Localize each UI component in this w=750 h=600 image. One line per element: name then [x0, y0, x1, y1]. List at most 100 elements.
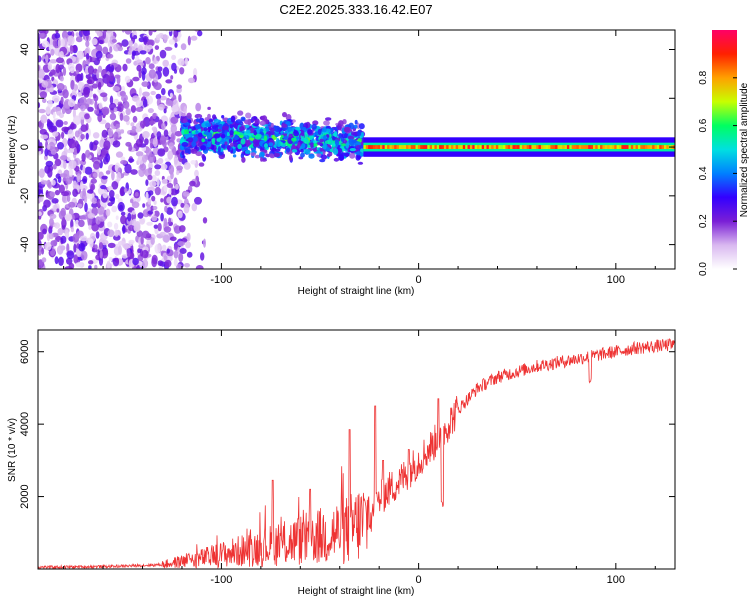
heatmap-cell — [240, 116, 246, 121]
narrowband-core — [394, 145, 397, 149]
heatmap-cell — [226, 132, 230, 137]
narrowband-core — [659, 145, 662, 149]
narrowband-core — [434, 145, 437, 149]
heatmap-cell — [127, 51, 132, 55]
heatmap-cell — [44, 148, 49, 157]
narrowband-core — [628, 145, 632, 149]
heatmap-cell — [201, 138, 205, 143]
heatmap-cell — [177, 246, 181, 254]
narrowband-core — [453, 145, 456, 149]
heatmap-cell — [191, 203, 198, 212]
heatmap-cell — [177, 58, 185, 66]
heatmap-cell — [145, 191, 149, 201]
narrowband-core — [633, 145, 636, 149]
heatmap-cell — [102, 46, 109, 55]
heatmap-cell — [40, 114, 48, 124]
narrowband-core — [661, 145, 665, 149]
heatmap-cell — [167, 150, 174, 160]
heatmap-cell — [112, 140, 121, 148]
heatmap-cell — [239, 126, 245, 132]
heatmap-cell — [254, 154, 261, 159]
heatmap-cell — [97, 65, 103, 73]
heatmap-cell — [155, 93, 162, 100]
heatmap-cell — [265, 128, 270, 132]
heatmap-cell — [60, 96, 64, 105]
heatmap-cell — [67, 31, 72, 36]
heatmap-cell — [354, 119, 358, 125]
heatmap-cell — [97, 81, 102, 90]
heatmap-cell — [213, 133, 221, 139]
heatmap-cell — [148, 69, 157, 79]
heatmap-cell — [156, 131, 162, 140]
heatmap-cell — [67, 35, 75, 46]
narrowband-core — [380, 145, 383, 149]
heatmap-cell — [169, 236, 177, 242]
heatmap-cell — [92, 93, 97, 99]
heatmap-cell — [152, 112, 157, 120]
heatmap-cell — [95, 231, 100, 239]
heatmap-cell — [178, 252, 184, 263]
heatmap-cell — [319, 138, 324, 143]
heatmap-cell — [123, 188, 128, 193]
heatmap-cell — [151, 195, 156, 202]
heatmap-cell — [66, 156, 71, 162]
heatmap-cell — [151, 174, 157, 183]
heatmap-cell — [120, 129, 125, 134]
heatmap-cell — [333, 157, 340, 162]
heatmap-cell — [121, 39, 129, 47]
heatmap-cell — [186, 251, 193, 258]
heatmap-cell — [45, 54, 49, 63]
heatmap-cell — [260, 156, 263, 162]
heatmap-cell — [256, 128, 260, 133]
heatmap-cell — [92, 132, 100, 139]
heatmap-cell — [49, 217, 54, 227]
heatmap-cell — [50, 69, 56, 76]
heatmap-cell — [106, 76, 110, 83]
heatmap-cell — [44, 165, 51, 174]
heatmap-cell — [157, 157, 164, 165]
heatmap-cell — [232, 154, 237, 158]
heatmap-cell — [59, 173, 68, 178]
x-tick-label: 0 — [416, 574, 422, 586]
heatmap-cell — [118, 245, 122, 255]
heatmap-cell — [245, 112, 252, 119]
heatmap-cell — [142, 23, 148, 29]
heatmap-cell — [78, 82, 85, 87]
heatmap-cell — [259, 120, 266, 126]
heatmap-cell — [55, 173, 61, 179]
heatmap-cell — [148, 190, 154, 196]
x-tick-label: 100 — [607, 274, 625, 286]
heatmap-cell — [111, 181, 119, 190]
heatmap-cell — [117, 103, 124, 113]
narrowband-core — [519, 145, 523, 149]
heatmap-cell — [120, 215, 127, 225]
heatmap-cell — [149, 120, 156, 125]
y-tick-label: -20 — [19, 188, 31, 204]
heatmap-cell — [168, 142, 175, 150]
heatmap-cell — [348, 138, 355, 146]
heatmap-cell — [170, 171, 174, 180]
heatmap-cell — [115, 257, 120, 264]
narrowband-core — [590, 145, 594, 149]
heatmap-cell — [77, 91, 82, 98]
heatmap-cell — [221, 115, 225, 119]
heatmap-cell — [113, 131, 119, 141]
heatmap-cell — [282, 112, 287, 118]
heatmap-cell — [94, 244, 98, 251]
snr-line — [38, 338, 675, 569]
colorbar-tick-label: 0.2 — [698, 214, 709, 228]
heatmap-cell — [164, 205, 168, 213]
heatmap-cell — [121, 30, 125, 33]
heatmap-cell — [92, 83, 98, 89]
heatmap-cell — [205, 147, 210, 151]
heatmap-cell — [54, 189, 61, 196]
narrowband-core — [585, 145, 589, 149]
heatmap-cell — [253, 130, 258, 136]
heatmap-cell — [233, 122, 238, 129]
heatmap-cell — [275, 148, 281, 152]
heatmap-cell — [211, 125, 219, 133]
heatmap-cell — [54, 158, 62, 167]
heatmap-cell — [213, 118, 220, 124]
heatmap-cell — [164, 46, 173, 51]
heatmap-cell — [154, 164, 162, 170]
